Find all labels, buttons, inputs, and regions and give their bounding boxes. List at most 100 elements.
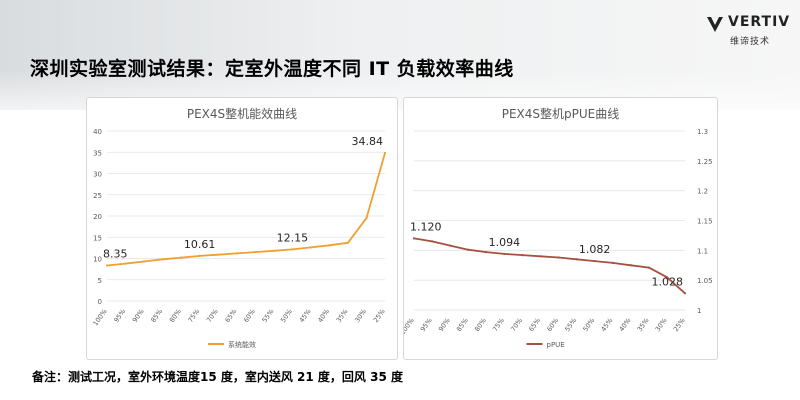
ppue-xtick-label: 45%: [600, 317, 615, 333]
ppue-xtick-label: 65%: [527, 317, 542, 333]
efficiency-chart: PEX4S整机能效曲线 0 5 10 15 20 25 30 35 40 100% 95% 90% 85%…: [91, 106, 387, 349]
efficiency-ytick-label: 20: [93, 213, 102, 221]
logo-name: VERTIV: [728, 14, 791, 30]
efficiency-data-point: [272, 249, 275, 252]
slide-title: 深圳实验室测试结果：定室外温度不同 IT 负载效率曲线: [30, 58, 514, 80]
efficiency-data-point: [346, 241, 350, 244]
ppue-xtick-label: 85%: [455, 317, 470, 333]
ppue-data-point: [412, 237, 416, 240]
efficiency-data-point: [198, 254, 201, 258]
efficiency-legend-label: 系统能效: [228, 340, 256, 349]
efficiency-ytick-label: 5: [98, 277, 102, 285]
efficiency-data-label: 8.35: [103, 248, 128, 261]
ppue-legend-label: pPUE: [547, 341, 565, 349]
ppue-xtick-label: 100%: [404, 317, 416, 337]
efficiency-data-point: [235, 252, 238, 255]
efficiency-chart-title: PEX4S整机能效曲线: [187, 106, 297, 121]
ppue-series-line: [413, 237, 686, 294]
efficiency-xtick-label: 35%: [335, 308, 350, 324]
efficiency-data-label: 12.15: [277, 231, 309, 244]
efficiency-data-label: 34.84: [352, 135, 384, 148]
ppue-data-point: [593, 259, 596, 263]
efficiency-data-point: [217, 253, 220, 256]
efficiency-xtick-label: 50%: [279, 308, 294, 324]
efficiency-ytick-label: 15: [93, 234, 102, 242]
ppue-ytick-label: 1.1: [697, 247, 708, 255]
ppue-data-point: [611, 261, 614, 264]
ppue-xtick-label: 25%: [672, 317, 687, 333]
vertiv-logo: VERTIV 维谛技术: [706, 14, 789, 54]
efficiency-xtick-label: 70%: [205, 308, 220, 324]
efficiency-data-point: [124, 262, 127, 265]
ppue-chart-title: PEX4S整机pPUE曲线: [502, 106, 620, 121]
ppue-data-point: [521, 254, 524, 257]
ppue-data-point: [449, 244, 452, 247]
ppue-data-point: [539, 255, 542, 258]
efficiency-xtick-label: 90%: [131, 308, 146, 324]
ppue-data-point: [665, 276, 669, 279]
ppue-ytick-label: 1.2: [697, 188, 708, 196]
efficiency-series-line: [106, 152, 386, 267]
ppue-chart-panel: PEX4S整机pPUE曲线 1 1.05 1.1 1.15 1.2 1.25 1.3 100% 9…: [403, 97, 718, 360]
efficiency-data-point: [309, 246, 312, 249]
ppue-xtick-label: 80%: [473, 317, 488, 333]
ppue-data-label: 1.094: [489, 236, 521, 249]
efficiency-xtick-label: 95%: [112, 308, 127, 324]
efficiency-data-point: [180, 256, 183, 259]
ppue-data-point: [683, 292, 687, 295]
efficiency-ytick-label: 40: [93, 128, 102, 136]
ppue-data-point: [467, 248, 470, 251]
ppue-data-point: [575, 258, 578, 261]
ppue-xtick-label: 90%: [437, 317, 452, 333]
ppue-xtick-label: 40%: [618, 317, 633, 333]
ppue-ytick-label: 1.25: [697, 158, 713, 166]
efficiency-xtick-label: 100%: [91, 308, 108, 328]
ppue-xtick-label: 75%: [491, 317, 506, 333]
efficiency-data-point: [291, 248, 294, 251]
efficiency-xtick-label: 25%: [372, 308, 387, 324]
efficiency-xtick-label: 85%: [149, 308, 164, 324]
ppue-xtick-label: 50%: [581, 317, 596, 333]
logo-subtitle: 维谛技术: [730, 37, 771, 47]
ppue-ytick-label: 1.15: [697, 218, 713, 226]
ppue-xtick-label: 95%: [419, 317, 434, 333]
efficiency-chart-panel: PEX4S整机能效曲线 0 5 10 15 20 25 30 35 40 100% 95% 90% 85%…: [86, 97, 398, 360]
ppue-data-point: [557, 256, 560, 259]
ppue-data-point: [647, 266, 650, 269]
efficiency-ytick-label: 10: [93, 256, 102, 264]
ppue-xtick-label: 70%: [509, 317, 524, 333]
vertiv-logo-icon: [707, 17, 723, 32]
ppue-ytick-label: 1: [697, 307, 701, 315]
ppue-data-point: [503, 252, 506, 256]
efficiency-xtick-label: 65%: [224, 308, 239, 324]
efficiency-ytick-label: 30: [93, 171, 102, 179]
ppue-xtick-label: 30%: [654, 317, 669, 333]
efficiency-data-point: [142, 260, 146, 263]
efficiency-data-point: [254, 251, 257, 254]
ppue-data-label: 1.120: [410, 220, 442, 233]
ppue-xtick-label: 35%: [636, 317, 651, 333]
efficiency-xtick-label: 80%: [168, 308, 183, 324]
ppue-data-label: 1.028: [652, 275, 684, 288]
efficiency-ytick-label: 25: [93, 192, 102, 200]
efficiency-data-point: [328, 244, 331, 247]
efficiency-xtick-label: 40%: [316, 308, 331, 324]
footnote: 备注：测试工况，室外环境温度15 度，室内送风 21 度，回风 35 度: [32, 370, 403, 384]
ppue-data-point: [485, 251, 488, 254]
ppue-ytick-label: 1.05: [697, 277, 713, 285]
efficiency-xtick-label: 45%: [298, 308, 313, 324]
efficiency-ytick-label: 0: [98, 298, 102, 306]
efficiency-ytick-label: 35: [93, 149, 102, 157]
efficiency-xtick-label: 60%: [242, 308, 257, 324]
efficiency-xtick-label: 75%: [186, 308, 201, 324]
ppue-ytick-label: 1.3: [697, 128, 708, 136]
efficiency-data-point: [105, 264, 109, 267]
efficiency-data-point: [161, 258, 164, 261]
efficiency-data-label: 10.61: [184, 238, 216, 251]
ppue-xtick-label: 60%: [545, 317, 560, 333]
ppue-data-point: [430, 240, 434, 243]
ppue-data-point: [629, 264, 632, 267]
ppue-data-label: 1.082: [579, 243, 611, 256]
efficiency-data-point: [365, 217, 368, 220]
